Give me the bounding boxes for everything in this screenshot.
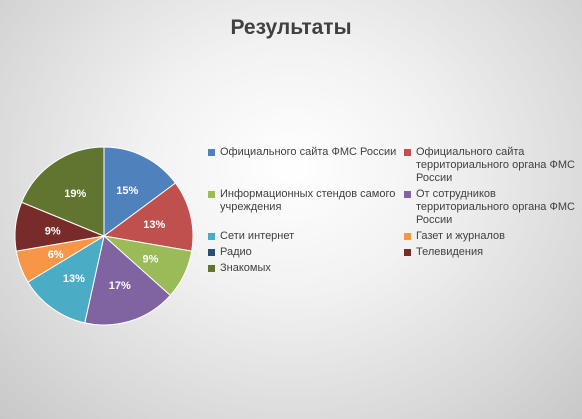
chart-title: Результаты [230, 16, 352, 39]
legend-item: Радио [208, 246, 400, 259]
legend-swatch [404, 249, 411, 256]
legend-label: Телевидения [416, 246, 484, 258]
legend-item: Информационных стендов самого учреждения [208, 188, 400, 227]
legend-item: Телевидения [404, 246, 579, 259]
slice-data-label: 9% [143, 254, 159, 266]
pie-slice [20, 146, 105, 237]
legend-swatch [404, 191, 411, 198]
legend-swatch [208, 191, 215, 198]
pie-slice [84, 235, 171, 326]
legend: Официального сайта ФМС России Официальног… [208, 146, 580, 275]
legend-label: Официального сайта ФМС России [220, 146, 397, 158]
legend-label: Информационных стендов самого учреждения [220, 188, 396, 213]
slice-data-label: 17% [109, 280, 131, 292]
slice-data-label: 9% [45, 225, 61, 237]
pie-slice [103, 146, 177, 237]
legend-item: Сети интернет [208, 230, 400, 243]
legend-item: Официального сайта ФМС России [208, 146, 400, 185]
legend-label: Официального сайта территориального орга… [416, 146, 575, 184]
pie-slice [102, 182, 194, 252]
slice-data-label: 13% [63, 273, 85, 285]
legend-item: Официального сайта территориального орга… [404, 146, 579, 185]
slice-data-label: 13% [143, 219, 165, 231]
legend-swatch [208, 249, 215, 256]
legend-item: Газет и журналов [404, 230, 579, 243]
legend-label: Радио [220, 246, 252, 258]
slice-data-label: 15% [116, 185, 138, 197]
legend-swatch [404, 233, 411, 240]
legend-label: Знакомых [220, 262, 271, 274]
legend-label: Газет и журналов [416, 230, 505, 242]
legend-label: От сотрудников территориального органа Ф… [416, 188, 575, 226]
legend-swatch [208, 149, 215, 156]
legend-item: Знакомых [208, 262, 400, 275]
slice-data-label: 6% [48, 249, 64, 261]
pie-slice [27, 234, 105, 324]
legend-swatch [208, 265, 215, 272]
slice-data-label: 19% [64, 188, 86, 200]
legend-item: От сотрудников территориального органа Ф… [404, 188, 579, 227]
legend-swatch [404, 149, 411, 156]
legend-label: Сети интернет [220, 230, 295, 242]
legend-swatch [208, 233, 215, 240]
